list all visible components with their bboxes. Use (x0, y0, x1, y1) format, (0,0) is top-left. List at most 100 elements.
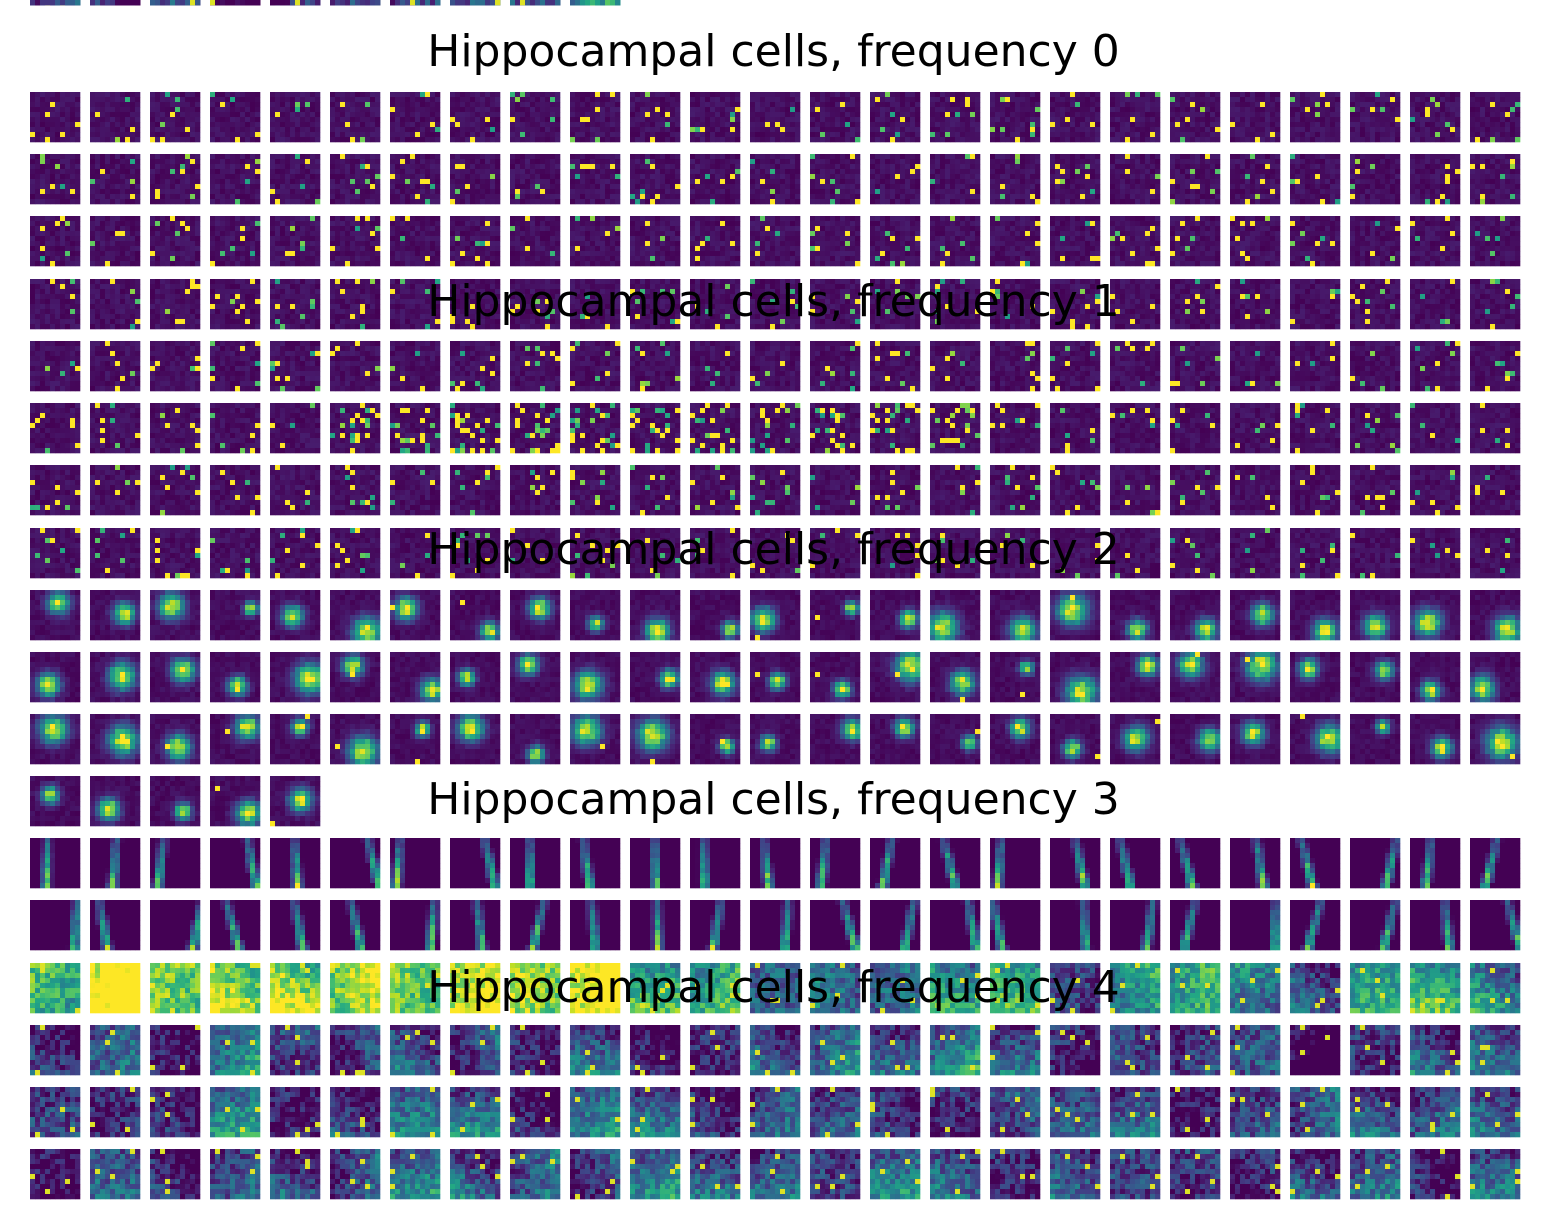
heatmap-tile (870, 279, 920, 329)
heatmap-tile (1050, 216, 1100, 266)
heatmap-tile (150, 0, 200, 5)
heatmap-tile (930, 403, 980, 453)
heatmap-tile (30, 341, 80, 391)
heatmap-tile (1470, 403, 1520, 453)
heatmap-tile (930, 1087, 980, 1137)
heatmap-tile (1470, 279, 1520, 329)
heatmap-tile (930, 528, 980, 578)
heatmap-tile (990, 92, 1040, 142)
heatmap-tile (810, 528, 860, 578)
heatmap-tile (210, 1087, 260, 1137)
heatmap-tile (810, 1149, 860, 1199)
heatmap-tile (1410, 154, 1460, 204)
heatmap-tile (870, 838, 920, 888)
heatmap-tile (570, 1149, 620, 1199)
heatmap-tile (1410, 652, 1460, 702)
heatmap-tile (630, 92, 680, 142)
heatmap-tile (750, 714, 800, 764)
heatmap-tile (570, 1087, 620, 1137)
heatmap-tile (1350, 465, 1400, 515)
heatmap-tile (450, 963, 500, 1013)
heatmap-tile (1290, 838, 1340, 888)
heatmap-tile (630, 216, 680, 266)
heatmap-tile (330, 1087, 380, 1137)
heatmap-tile (570, 0, 620, 5)
heatmap-tile (270, 216, 320, 266)
heatmap-tile (390, 0, 440, 5)
heatmap-tile (450, 714, 500, 764)
heatmap-tile (990, 1025, 1040, 1075)
heatmap-tile (1230, 528, 1280, 578)
heatmap-tile (750, 590, 800, 640)
heatmap-tile (390, 838, 440, 888)
heatmap-tile (270, 963, 320, 1013)
heatmap-tile (1410, 1149, 1460, 1199)
heatmap-tile (990, 900, 1040, 950)
heatmap-tile (1410, 528, 1460, 578)
heatmap-tile (210, 465, 260, 515)
heatmap-tile (450, 0, 500, 5)
heatmap-tile (30, 590, 80, 640)
heatmap-tile (930, 900, 980, 950)
heatmap-tile (210, 154, 260, 204)
heatmap-tile (810, 652, 860, 702)
heatmap-tile (1290, 963, 1340, 1013)
heatmap-tile (330, 341, 380, 391)
heatmap-tile (570, 590, 620, 640)
heatmap-tile (1290, 1025, 1340, 1075)
heatmap-tile (1170, 714, 1220, 764)
heatmap-tile (690, 714, 740, 764)
heatmap-tile (270, 776, 320, 826)
heatmap-tile (870, 92, 920, 142)
heatmap-tile (1110, 465, 1160, 515)
heatmap-tile (90, 963, 140, 1013)
heatmap-tile (150, 963, 200, 1013)
heatmap-tile (810, 1025, 860, 1075)
heatmap-tile (1290, 590, 1340, 640)
heatmap-tile (330, 403, 380, 453)
heatmap-tile (30, 838, 80, 888)
heatmap-tile (30, 403, 80, 453)
heatmap-tile (750, 216, 800, 266)
heatmap-tile (1290, 652, 1340, 702)
heatmap-tile (450, 341, 500, 391)
heatmap-tile (1170, 279, 1220, 329)
heatmap-tile (690, 590, 740, 640)
heatmap-tile (1050, 963, 1100, 1013)
heatmap-tile (30, 1025, 80, 1075)
heatmap-tile (1050, 652, 1100, 702)
heatmap-tile (1350, 838, 1400, 888)
heatmap-tile (30, 652, 80, 702)
heatmap-tile (1050, 900, 1100, 950)
heatmap-tile (270, 1025, 320, 1075)
heatmap-tile (1290, 528, 1340, 578)
heatmap-tile (810, 92, 860, 142)
heatmap-tile (570, 1025, 620, 1075)
heatmap-tile (510, 838, 560, 888)
heatmap-tile (1110, 963, 1160, 1013)
heatmap-tile (630, 900, 680, 950)
heatmap-tile (390, 1087, 440, 1137)
heatmap-tile (210, 714, 260, 764)
heatmap-tile (870, 900, 920, 950)
heatmap-tile (270, 900, 320, 950)
heatmap-tile (570, 900, 620, 950)
heatmap-tile (450, 465, 500, 515)
heatmap-tile (870, 652, 920, 702)
heatmap-tile (510, 465, 560, 515)
heatmap-tile (450, 1149, 500, 1199)
heatmap-tile (1050, 528, 1100, 578)
heatmap-tile (390, 1025, 440, 1075)
heatmap-tile (1470, 528, 1520, 578)
heatmap-tile (690, 963, 740, 1013)
heatmap-tile (390, 154, 440, 204)
heatmap-tile (870, 1025, 920, 1075)
heatmap-tile (1170, 1149, 1220, 1199)
heatmap-tile (390, 714, 440, 764)
heatmap-tile (150, 652, 200, 702)
heatmap-tile (1230, 590, 1280, 640)
heatmap-tile (90, 776, 140, 826)
heatmap-tile (330, 714, 380, 764)
heatmap-tile (210, 1149, 260, 1199)
heatmap-tile (1170, 590, 1220, 640)
